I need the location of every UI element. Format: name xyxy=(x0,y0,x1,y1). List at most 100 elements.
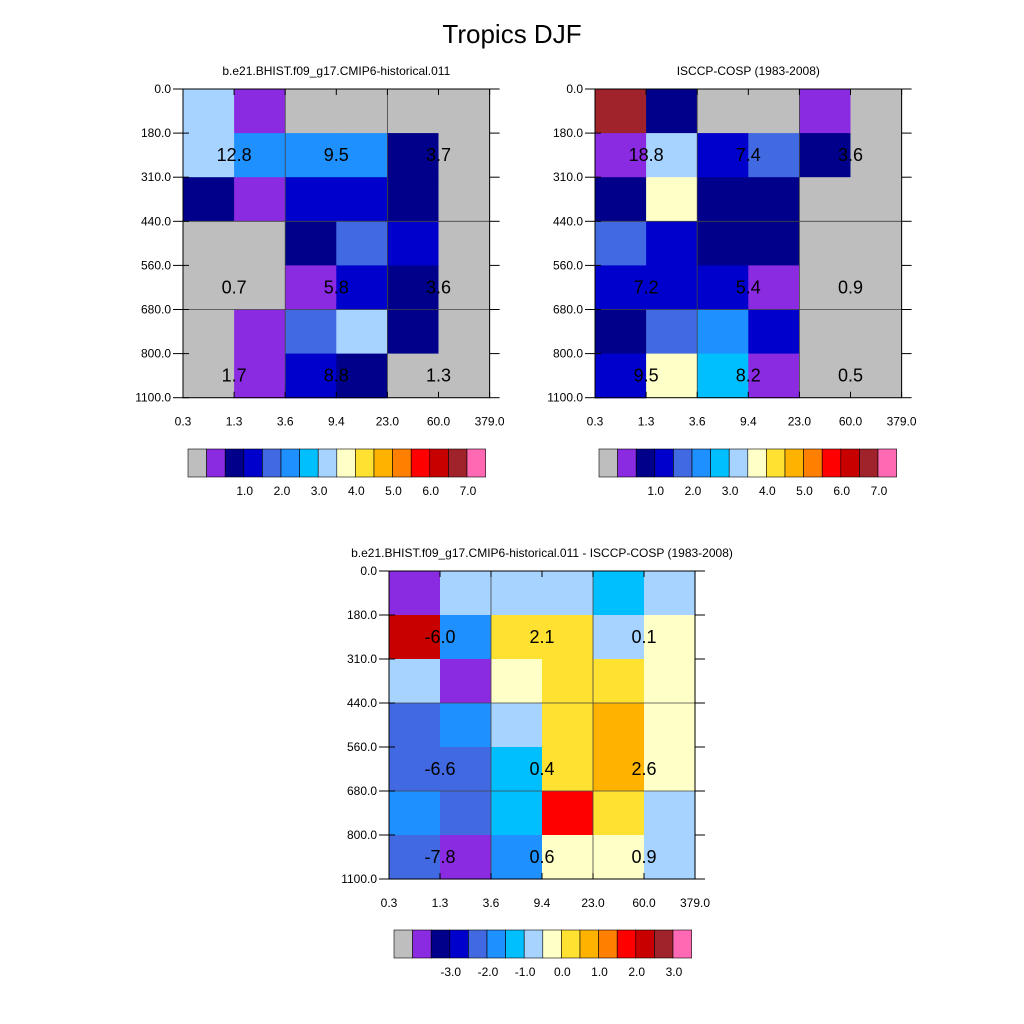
heatmap-cell xyxy=(234,265,286,311)
heatmap-cell xyxy=(593,571,645,616)
heatmap-cell xyxy=(542,747,594,792)
heatmap-cell xyxy=(595,309,647,355)
x-tick-label: 60.0 xyxy=(839,415,863,429)
heatmap-cell xyxy=(234,89,286,134)
heatmap-cell xyxy=(285,177,337,222)
colorbar-swatch xyxy=(449,929,469,959)
heatmap-cell xyxy=(697,221,749,266)
heatmap-cell xyxy=(799,353,852,399)
colorbar-swatch xyxy=(821,448,842,478)
heatmap-cell xyxy=(389,835,441,880)
heatmap-cell xyxy=(389,703,441,748)
heatmap-cell xyxy=(542,659,594,704)
y-tick-label: 800.0 xyxy=(141,347,171,361)
colorbar-swatch xyxy=(579,929,599,959)
x-tick-label: 23.0 xyxy=(376,415,400,429)
heatmap-cell xyxy=(850,89,903,134)
colorbar-swatch xyxy=(468,929,488,959)
colorbar-swatch xyxy=(299,448,319,478)
y-tick-label: 680.0 xyxy=(553,303,583,317)
heatmap-cell xyxy=(697,133,749,178)
heatmap-cell xyxy=(336,133,388,178)
colorbar-swatch xyxy=(635,929,655,959)
x-tick-label: 0.3 xyxy=(587,415,604,429)
colorbar-label: 1.0 xyxy=(591,965,608,979)
colorbar-swatch xyxy=(523,929,544,959)
heatmap-cell xyxy=(799,89,852,134)
colorbar-swatch xyxy=(561,929,581,959)
heatmap-cell xyxy=(440,835,492,880)
colorbar-swatch xyxy=(859,448,879,478)
cell-value-label: 18.8 xyxy=(629,145,664,165)
heatmap-cell xyxy=(646,309,698,355)
y-tick-label: 560.0 xyxy=(553,258,583,272)
heatmap-cell xyxy=(697,89,749,134)
heatmap-cell xyxy=(438,133,491,178)
heatmap-cell xyxy=(697,353,749,399)
colorbar-swatch xyxy=(635,448,656,478)
colorbar-label: 7.0 xyxy=(871,484,888,498)
heatmap-cell xyxy=(646,89,698,134)
x-tick-label: 1.3 xyxy=(226,415,243,429)
cell-value-label: 0.7 xyxy=(222,277,247,297)
heatmap-cell xyxy=(491,747,543,792)
heatmap-cell xyxy=(438,353,491,399)
y-tick-label: 560.0 xyxy=(141,258,171,272)
heatmap-cell xyxy=(491,615,543,660)
heatmap-cell xyxy=(697,265,749,311)
colorbar-label: 6.0 xyxy=(422,484,439,498)
heatmap-cell xyxy=(593,659,645,704)
colorbar-label: 2.0 xyxy=(274,484,291,498)
colorbar-swatch xyxy=(355,448,375,478)
colorbar-swatch xyxy=(784,448,804,478)
x-tick-label: 23.0 xyxy=(788,415,812,429)
colorbar-swatch xyxy=(280,448,300,478)
heatmap-cell xyxy=(438,265,491,311)
heatmap-cell xyxy=(387,221,440,266)
heatmap-cell xyxy=(491,571,543,616)
colorbar-swatch xyxy=(410,448,431,478)
cell-value-label: 8.2 xyxy=(736,366,761,386)
colorbar-swatch xyxy=(616,929,637,959)
cell-value-label: 5.8 xyxy=(324,277,349,297)
colorbar-label: 6.0 xyxy=(833,484,850,498)
heatmap-cell xyxy=(336,177,388,222)
cell-value-label: 2.6 xyxy=(631,759,656,779)
heatmap-cell xyxy=(595,133,647,178)
heatmap-cell xyxy=(387,177,440,222)
colorbar-swatch xyxy=(505,929,525,959)
colorbar-label: 2.0 xyxy=(685,484,702,498)
heatmap-cell xyxy=(440,659,492,704)
cell-value-label: 1.7 xyxy=(222,366,247,386)
heatmap-cell xyxy=(799,309,852,355)
cell-value-label: -7.8 xyxy=(424,847,455,867)
heatmap-cell xyxy=(336,221,388,266)
heatmap-cell xyxy=(748,353,800,399)
y-tick-label: 0.0 xyxy=(360,564,377,578)
y-tick-label: 180.0 xyxy=(141,126,171,140)
heatmap-cell xyxy=(389,659,441,704)
heatmap-cell xyxy=(595,221,647,266)
heatmap-cell xyxy=(748,265,800,311)
panel-title: ISCCP-COSP (1983-2008) xyxy=(677,64,820,78)
heatmap-cell xyxy=(183,265,235,311)
heatmap-cell xyxy=(593,791,645,836)
colorbar-swatch xyxy=(728,448,749,478)
x-tick-label: 1.3 xyxy=(638,415,655,429)
colorbar-swatch xyxy=(840,448,860,478)
y-tick-label: 800.0 xyxy=(553,347,583,361)
heatmap-cell xyxy=(234,353,286,399)
x-tick-label: 379.0 xyxy=(680,896,710,910)
colorbar-swatch xyxy=(262,448,282,478)
heatmap-cell xyxy=(748,309,800,355)
heatmap-cell xyxy=(595,89,647,134)
colorbar-swatch xyxy=(243,448,263,478)
heatmap-cell xyxy=(850,221,903,266)
heatmap-cell xyxy=(234,309,286,355)
y-tick-label: 680.0 xyxy=(347,784,377,798)
colorbar-label: 1.0 xyxy=(236,484,253,498)
heatmap-cell xyxy=(183,353,235,399)
colorbar-label: -1.0 xyxy=(515,965,536,979)
colorbar-swatch xyxy=(486,929,506,959)
